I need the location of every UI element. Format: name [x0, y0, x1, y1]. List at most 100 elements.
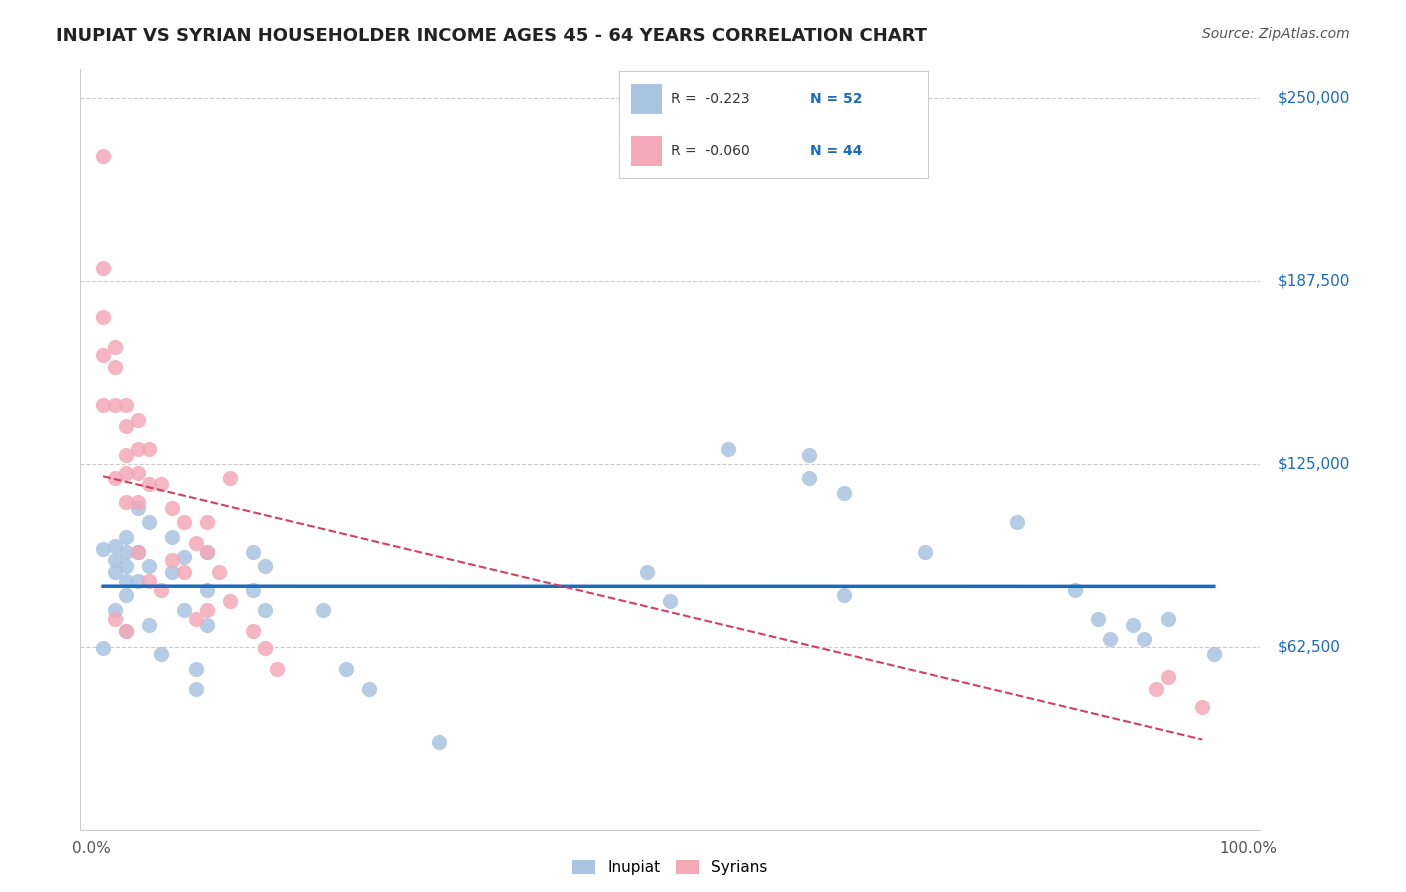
Point — [195, 544, 218, 558]
Point — [219, 594, 242, 608]
Point — [359, 682, 381, 697]
Point — [91, 149, 114, 163]
Point — [219, 471, 242, 485]
Point — [1133, 632, 1156, 647]
Point — [127, 574, 149, 588]
Text: INUPIAT VS SYRIAN HOUSEHOLDER INCOME AGES 45 - 64 YEARS CORRELATION CHART: INUPIAT VS SYRIAN HOUSEHOLDER INCOME AGE… — [56, 27, 927, 45]
Point — [195, 516, 218, 530]
Point — [91, 260, 114, 275]
Point — [254, 559, 277, 574]
Point — [797, 448, 820, 462]
Point — [115, 530, 138, 544]
Point — [115, 574, 138, 588]
Point — [138, 574, 160, 588]
Point — [254, 603, 277, 617]
Point — [127, 442, 149, 456]
Text: Source: ZipAtlas.com: Source: ZipAtlas.com — [1202, 27, 1350, 41]
Point — [138, 477, 160, 491]
Point — [914, 544, 936, 558]
Point — [1064, 582, 1087, 597]
Point — [797, 471, 820, 485]
Point — [173, 516, 195, 530]
Point — [115, 466, 138, 480]
Point — [266, 662, 288, 676]
Point — [115, 418, 138, 433]
Point — [1156, 670, 1178, 684]
Point — [162, 565, 184, 579]
Point — [115, 544, 138, 558]
Point — [104, 553, 127, 567]
Point — [312, 603, 335, 617]
Text: R =  -0.060: R = -0.060 — [671, 144, 749, 158]
Point — [1087, 612, 1109, 626]
Point — [115, 589, 138, 603]
Point — [104, 398, 127, 412]
Point — [195, 582, 218, 597]
Point — [162, 500, 184, 515]
Point — [138, 559, 160, 574]
Point — [138, 617, 160, 632]
Point — [127, 500, 149, 515]
Point — [104, 360, 127, 375]
Point — [832, 589, 855, 603]
Point — [104, 612, 127, 626]
Point — [138, 516, 160, 530]
Point — [91, 641, 114, 656]
Point — [162, 530, 184, 544]
Point — [717, 442, 740, 456]
Point — [208, 565, 231, 579]
Point — [1144, 682, 1167, 697]
Point — [149, 582, 172, 597]
Point — [1191, 699, 1213, 714]
Point — [115, 448, 138, 462]
Point — [173, 565, 195, 579]
Point — [149, 477, 172, 491]
Point — [184, 612, 207, 626]
Text: $125,000: $125,000 — [1278, 456, 1350, 471]
Point — [242, 582, 264, 597]
Point — [115, 559, 138, 574]
Point — [127, 544, 149, 558]
Point — [173, 550, 195, 565]
FancyBboxPatch shape — [631, 136, 662, 166]
Legend: Inupiat, Syrians: Inupiat, Syrians — [565, 853, 775, 883]
Text: $250,000: $250,000 — [1278, 90, 1350, 105]
Point — [1122, 617, 1144, 632]
Point — [91, 348, 114, 362]
Text: N = 52: N = 52 — [810, 92, 863, 106]
Point — [127, 544, 149, 558]
Point — [184, 682, 207, 697]
Point — [1156, 612, 1178, 626]
Point — [195, 603, 218, 617]
Point — [149, 647, 172, 661]
Point — [195, 617, 218, 632]
Point — [104, 539, 127, 553]
Point — [1098, 632, 1121, 647]
Point — [91, 310, 114, 325]
Point — [127, 495, 149, 509]
Point — [335, 662, 357, 676]
Point — [115, 624, 138, 638]
Text: $187,500: $187,500 — [1278, 273, 1350, 288]
Point — [104, 565, 127, 579]
Point — [127, 466, 149, 480]
Point — [659, 594, 682, 608]
Point — [115, 624, 138, 638]
Point — [115, 495, 138, 509]
Point — [636, 565, 658, 579]
Point — [184, 536, 207, 550]
Text: R =  -0.223: R = -0.223 — [671, 92, 749, 106]
Point — [91, 541, 114, 556]
Point — [138, 442, 160, 456]
Point — [104, 603, 127, 617]
Text: $62,500: $62,500 — [1278, 640, 1341, 654]
FancyBboxPatch shape — [631, 84, 662, 114]
Point — [1005, 516, 1028, 530]
Point — [162, 553, 184, 567]
Point — [91, 398, 114, 412]
Point — [104, 471, 127, 485]
Point — [127, 413, 149, 427]
Point — [173, 603, 195, 617]
Point — [195, 544, 218, 558]
Point — [115, 398, 138, 412]
